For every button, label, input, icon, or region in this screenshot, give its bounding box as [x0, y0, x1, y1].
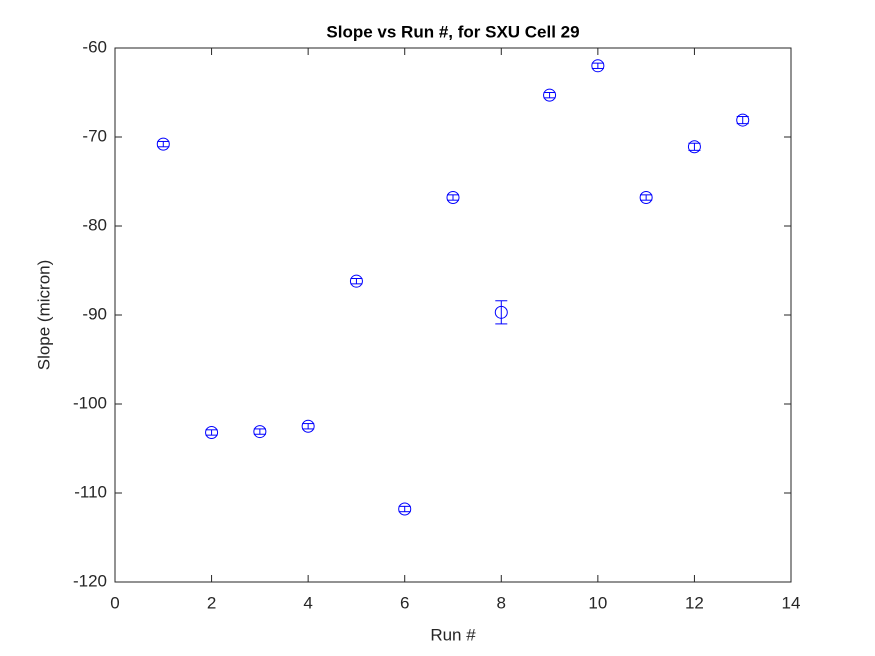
data-point	[639, 191, 653, 205]
data-point	[156, 137, 170, 151]
y-tick-label: -90	[82, 304, 107, 323]
plot-area	[114, 47, 792, 583]
y-axis-label: Slope (micron)	[34, 260, 53, 371]
y-tick-label: -100	[73, 393, 107, 412]
y-tick-label: -70	[82, 126, 107, 145]
y-tick-label: -60	[82, 37, 107, 56]
data-point	[494, 305, 508, 319]
data-point	[398, 502, 412, 516]
x-tick-label: 12	[685, 593, 704, 612]
x-tick-label: 0	[110, 593, 119, 612]
x-tick-label: 2	[207, 593, 216, 612]
data-point	[736, 113, 750, 127]
chart-title: Slope vs Run #, for SXU Cell 29	[326, 22, 579, 41]
data-point	[301, 419, 315, 433]
x-axis-label: Run #	[430, 625, 476, 644]
y-tick-label: -80	[82, 215, 107, 234]
data-point	[205, 425, 219, 439]
data-point	[687, 140, 701, 154]
data-point	[543, 88, 557, 102]
y-tick-label: -120	[73, 571, 107, 590]
data-point	[446, 191, 460, 205]
data-point	[349, 274, 363, 288]
x-tick-label: 6	[400, 593, 409, 612]
y-tick-label: -110	[74, 482, 107, 501]
data-point	[591, 59, 605, 73]
data-point	[253, 425, 267, 439]
x-tick-label: 8	[497, 593, 506, 612]
x-tick-label: 4	[303, 593, 312, 612]
x-tick-label: 14	[782, 593, 801, 612]
x-tick-label: 10	[588, 593, 607, 612]
